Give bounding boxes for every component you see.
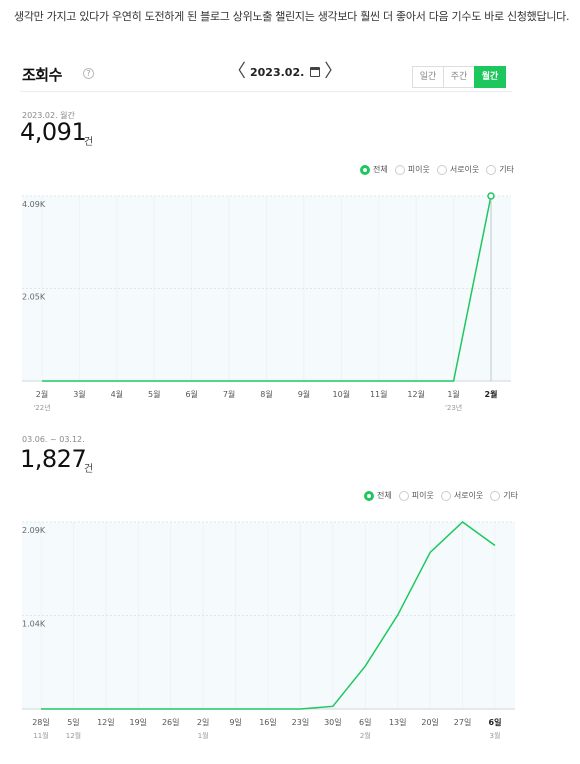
- stats-header: 조회수 ? 〈 2023.02. 〉 일간 주간 월간: [20, 60, 512, 92]
- x-tick-label: 2일: [197, 718, 209, 727]
- x-tick-label: 28일: [32, 718, 50, 727]
- radio-icon: [490, 490, 501, 501]
- x-tick-label: 27일: [454, 718, 472, 727]
- x-tick-label: 19일: [130, 718, 148, 727]
- period-monthly-button[interactable]: 월간: [474, 66, 506, 88]
- x-tick-label: 5일: [67, 718, 79, 727]
- x-tick-sublabel: '23년: [445, 403, 462, 412]
- section1-total: 4,091: [20, 118, 87, 146]
- radio-icon: [486, 164, 497, 175]
- x-tick-sublabel: 12월: [66, 731, 81, 740]
- legend-all[interactable]: 전체: [364, 490, 392, 501]
- x-tick-label: 30일: [324, 718, 342, 727]
- chevron-right-icon[interactable]: 〉: [324, 61, 343, 82]
- x-tick-label: 12월: [407, 389, 425, 399]
- legend-mutual[interactable]: 서로이웃: [436, 164, 479, 175]
- x-tick-sublabel: 3월: [490, 731, 501, 740]
- radio-icon: [394, 164, 405, 175]
- x-tick-label: 16일: [259, 718, 277, 727]
- section2-total: 1,827: [20, 445, 87, 473]
- y-tick-label: 2.09K: [22, 526, 46, 535]
- x-tick-label: 7월: [223, 389, 235, 399]
- chevron-left-icon[interactable]: 〈: [228, 61, 246, 82]
- date-label: 2023.02.: [250, 65, 305, 79]
- radio-icon: [436, 164, 447, 175]
- x-tick-label: 1월: [447, 389, 459, 399]
- period-toggle: 일간 주간 월간: [412, 66, 506, 88]
- x-tick-label: 6월: [185, 389, 197, 399]
- x-tick-label: 9월: [298, 389, 310, 399]
- radio-icon: [398, 490, 409, 501]
- section2-subtitle: 03.06. ~ 03.12.: [22, 435, 85, 444]
- x-tick-label: 26일: [162, 718, 180, 727]
- x-tick-label: 20일: [421, 718, 439, 727]
- section1-unit: 건: [84, 137, 94, 148]
- x-tick-sublabel: 2월: [360, 731, 371, 740]
- x-tick-sublabel: '22년: [33, 403, 50, 412]
- x-tick-label: 4월: [111, 389, 123, 399]
- y-tick-label: 4.09K: [22, 200, 46, 209]
- section2-legend: 전체 피이웃 서로이웃 기타: [364, 490, 518, 501]
- legend-etc[interactable]: 기타: [490, 490, 518, 501]
- x-tick-label: 6일: [359, 718, 371, 727]
- x-tick-label: 8월: [260, 389, 272, 399]
- legend-etc[interactable]: 기타: [486, 164, 514, 175]
- page-title: 조회수: [22, 66, 62, 84]
- x-tick-label: 11월: [370, 389, 388, 399]
- y-tick-label: 2.05K: [22, 293, 46, 302]
- radio-icon: [440, 490, 451, 501]
- section2-unit: 건: [84, 464, 94, 475]
- section1-legend: 전체 피이웃 서로이웃 기타: [360, 164, 514, 175]
- x-tick-label: 6일: [489, 717, 502, 727]
- x-tick-label: 23일: [292, 718, 310, 727]
- calendar-icon[interactable]: [310, 67, 321, 77]
- x-tick-sublabel: 11월: [33, 731, 48, 740]
- x-tick-label: 5월: [148, 389, 160, 399]
- radio-icon: [360, 164, 370, 175]
- x-tick-label: 2월: [485, 389, 498, 399]
- x-tick-label: 2월: [36, 389, 48, 399]
- x-tick-label: 13일: [389, 718, 407, 727]
- y-tick-label: 1.04K: [22, 620, 46, 629]
- help-icon[interactable]: ?: [83, 68, 94, 79]
- radio-icon: [364, 490, 374, 501]
- legend-neighbor[interactable]: 피이웃: [398, 490, 434, 501]
- legend-mutual[interactable]: 서로이웃: [440, 490, 483, 501]
- section1-subtitle: 2023.02. 월간: [22, 111, 75, 120]
- legend-neighbor[interactable]: 피이웃: [394, 164, 430, 175]
- legend-all[interactable]: 전체: [360, 164, 388, 175]
- period-weekly-button[interactable]: 주간: [443, 66, 475, 88]
- data-point: [487, 192, 495, 200]
- x-tick-label: 3월: [73, 389, 85, 399]
- x-tick-sublabel: 1월: [198, 731, 209, 740]
- x-tick-label: 9일: [229, 718, 241, 727]
- x-tick-label: 10월: [333, 389, 351, 399]
- date-navigator: 〈 2023.02. 〉: [228, 61, 343, 82]
- x-tick-label: 12일: [97, 718, 115, 727]
- intro-text: 생각만 가지고 있다가 우연히 도전하게 된 블로그 상위노출 챌린지는 생각보…: [14, 10, 570, 23]
